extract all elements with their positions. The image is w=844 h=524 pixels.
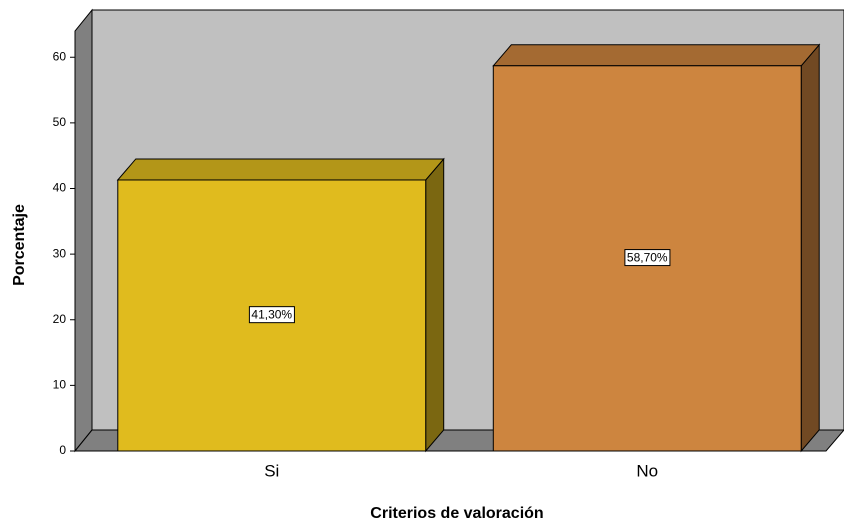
y-tick-label: 40 bbox=[53, 181, 67, 195]
value-label-text: 58,70% bbox=[627, 251, 668, 265]
bar-side bbox=[800, 43, 820, 453]
x-axis-title: Criterios de valoración bbox=[370, 505, 543, 522]
bar-top bbox=[492, 44, 821, 67]
x-tick-label: No bbox=[636, 461, 658, 480]
value-label-box bbox=[624, 249, 671, 267]
bar-side bbox=[425, 157, 445, 453]
side-wall bbox=[74, 8, 93, 453]
value-label: 41,30% bbox=[248, 306, 295, 324]
y-tick-label: 50 bbox=[53, 115, 67, 129]
value-label-text: 41,30% bbox=[251, 308, 292, 322]
value-label-box bbox=[248, 306, 295, 324]
y-tick-label: 0 bbox=[59, 443, 66, 457]
y-tick-label: 30 bbox=[53, 246, 67, 260]
y-tick-label: 20 bbox=[53, 312, 67, 326]
y-tick-label: 10 bbox=[53, 378, 67, 392]
x-tick-label: Si bbox=[264, 461, 279, 480]
bar-top bbox=[116, 158, 445, 181]
y-tick-label: 60 bbox=[53, 49, 67, 63]
y-axis-title: Porcentaje bbox=[11, 204, 28, 286]
value-label: 58,70% bbox=[624, 249, 671, 267]
